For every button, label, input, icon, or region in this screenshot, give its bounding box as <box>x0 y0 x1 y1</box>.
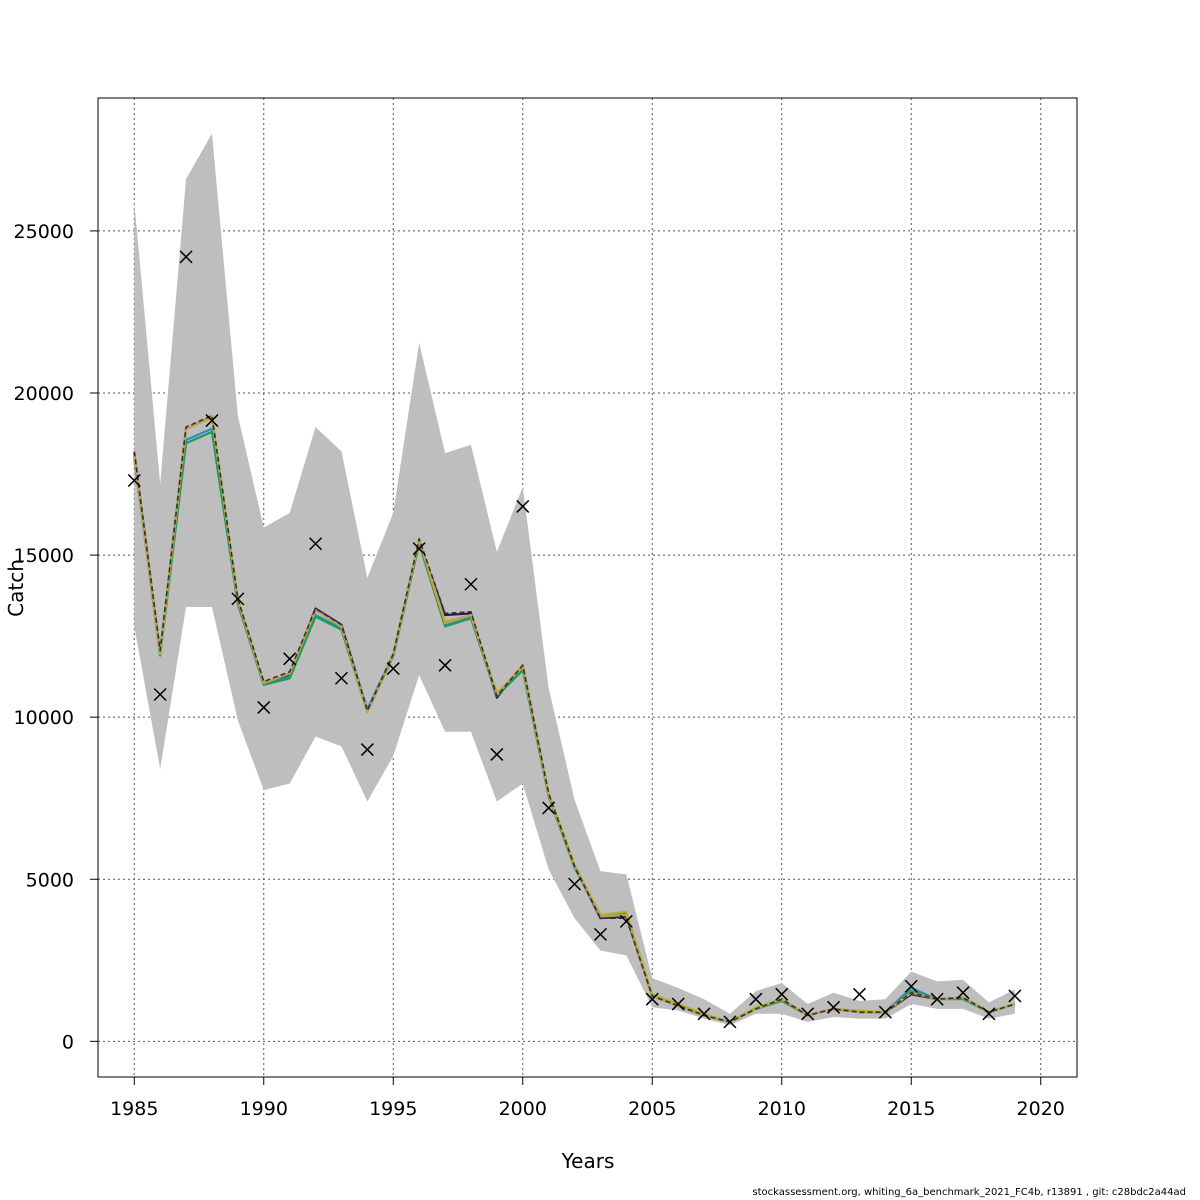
observed-point <box>490 747 504 761</box>
observed-point <box>257 700 271 714</box>
confidence-band <box>134 133 1015 1026</box>
observed-point-stroke <box>878 1005 892 1019</box>
x-tick-label: 1995 <box>369 1098 417 1120</box>
observed-point <box>334 671 348 685</box>
observed-point-stroke <box>257 700 271 714</box>
y-tick-label: 20000 <box>14 383 74 405</box>
observed-point-stroke <box>179 250 193 264</box>
x-tick-label: 2005 <box>628 1098 676 1120</box>
observed-point <box>827 1000 841 1014</box>
observed-point <box>904 979 918 993</box>
observed-point-stroke <box>516 499 530 513</box>
observed-point <box>542 801 556 815</box>
observed-point-stroke <box>697 1007 711 1021</box>
series-lines <box>133 414 1016 1023</box>
observed-point <box>360 743 374 757</box>
observed-point <box>930 992 944 1006</box>
observed-point-stroke <box>127 473 141 488</box>
observed-point-stroke <box>723 1015 737 1029</box>
y-tick-label: 25000 <box>14 221 74 243</box>
observed-point <box>671 997 685 1011</box>
observed-point-stroke <box>671 997 685 1011</box>
observed-point <box>568 877 582 891</box>
observed-point-stroke <box>542 801 556 815</box>
observed-point <box>464 577 478 591</box>
observed-point-stroke <box>904 979 918 993</box>
series-line-6 <box>133 414 1016 1023</box>
observed-point <box>438 658 452 672</box>
observed-point-stroke <box>360 743 374 757</box>
observed-point-stroke <box>1008 989 1022 1003</box>
observed-point <box>412 542 426 556</box>
observed-point <box>309 537 323 551</box>
axes: 1985 1990 1995 2000 2005 2010 2015 2020 0 5000 100… <box>14 221 1065 1120</box>
observed-point <box>516 499 530 513</box>
x-tick-label: 2010 <box>758 1098 806 1120</box>
observed-point-stroke <box>775 987 789 1001</box>
observed-point-stroke <box>231 592 245 606</box>
observed-point-stroke <box>205 414 219 428</box>
observed-point-stroke <box>749 992 763 1006</box>
observed-point <box>1008 989 1022 1003</box>
y-tick-label: 10000 <box>14 707 74 729</box>
observed-point <box>593 927 607 941</box>
observed-point <box>801 1007 815 1021</box>
observed-point <box>179 250 193 264</box>
observed-point <box>645 992 659 1006</box>
x-tick-label: 2015 <box>887 1098 935 1120</box>
observed-point-stroke <box>619 914 633 928</box>
y-tick-label: 0 <box>62 1031 74 1053</box>
y-tick-label: 15000 <box>14 545 74 567</box>
observed-point <box>697 1007 711 1021</box>
observed-point <box>982 1007 996 1021</box>
observed-point-stroke <box>827 1000 841 1014</box>
confidence-band-area <box>134 133 1015 1026</box>
observed-point-stroke <box>930 992 944 1006</box>
observed-point <box>205 414 219 428</box>
observed-point <box>956 986 970 1000</box>
observed-point-stroke <box>464 577 478 591</box>
x-tick-label: 2000 <box>499 1098 547 1120</box>
observed-point <box>386 662 400 676</box>
y-axis-title: Catch <box>4 559 28 617</box>
observed-point <box>775 987 789 1001</box>
observed-point <box>231 592 245 606</box>
observed-point-stroke <box>645 992 659 1006</box>
observed-point-stroke <box>309 537 323 551</box>
x-tick-label: 1990 <box>240 1098 288 1120</box>
observed-point <box>749 992 763 1006</box>
grid-lines <box>98 98 1077 1077</box>
x-axis-title: Years <box>561 1149 615 1173</box>
observed-point-stroke <box>982 1007 996 1021</box>
y-tick-label: 5000 <box>26 869 74 891</box>
observed-point <box>852 987 866 1001</box>
observed-point <box>127 473 141 488</box>
observed-point-stroke <box>593 927 607 941</box>
observed-point-stroke <box>386 662 400 676</box>
observed-point <box>619 914 633 928</box>
plot-frame <box>97 97 1078 1078</box>
observed-point-stroke <box>852 987 866 1001</box>
observed-point-stroke <box>334 671 348 685</box>
observed-point-stroke <box>412 542 426 556</box>
x-tick-label: 1985 <box>110 1098 158 1120</box>
observed-points <box>127 250 1022 1029</box>
observed-point-stroke <box>568 877 582 891</box>
observed-point <box>153 687 167 702</box>
observed-point-stroke <box>801 1007 815 1021</box>
x-tick-label: 2020 <box>1017 1098 1065 1120</box>
footer-source: stockassessment.org, whiting_6a_benchmar… <box>752 1187 1186 1198</box>
observed-point-stroke <box>283 652 297 666</box>
observed-point <box>878 1005 892 1019</box>
observed-point-stroke <box>490 747 504 761</box>
observed-point-stroke <box>956 986 970 1000</box>
observed-point <box>283 652 297 666</box>
observed-point <box>723 1015 737 1029</box>
observed-point-stroke <box>438 658 452 672</box>
observed-point-stroke <box>153 687 167 702</box>
